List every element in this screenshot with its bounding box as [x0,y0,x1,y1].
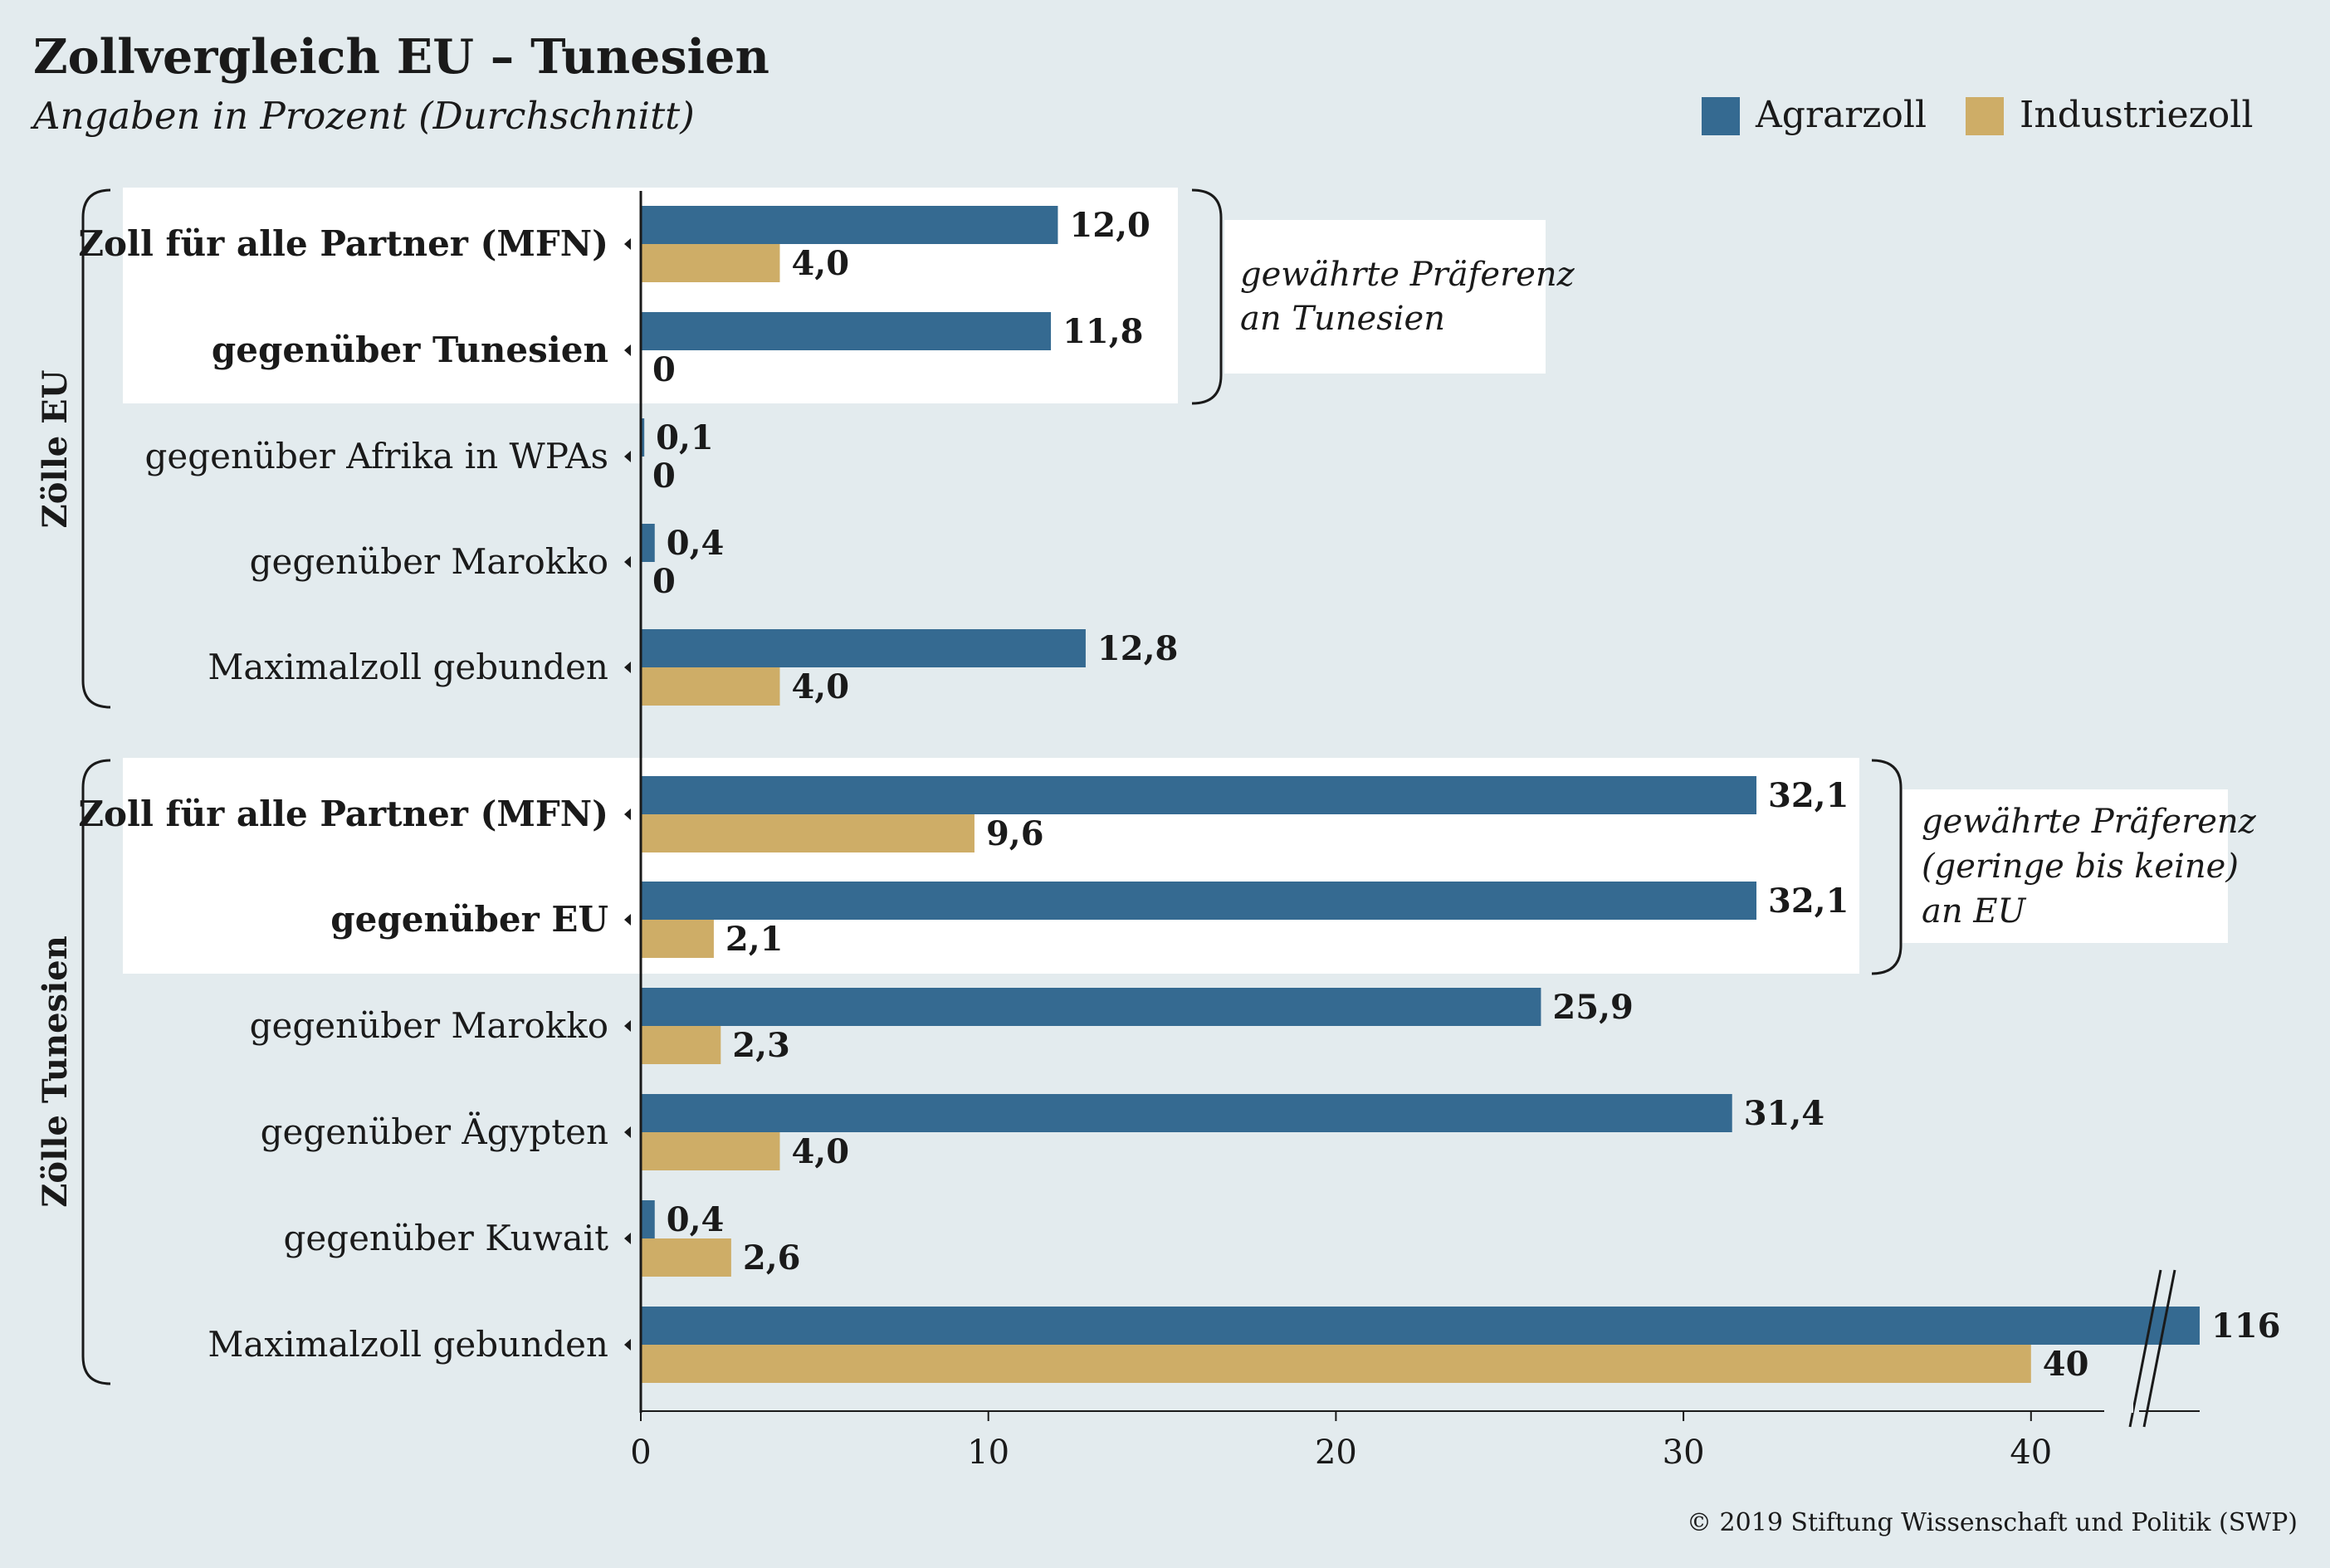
value-label-industrie-g1-r0: 9,6 [986,814,1044,853]
note-box-tunesien [1903,789,2228,943]
legend-swatch-industrie [1966,97,2004,135]
bar-industrie-g1-r3 [641,1132,780,1170]
category-pointer-g0-r1 [624,344,631,356]
category-label-g0-r4: Maximalzoll gebunden [208,647,608,687]
pref-brace-tunesien [1871,759,1903,975]
category-label-g0-r0: Zoll für alle Partner (MFN) [78,223,608,264]
bar-industrie-g0-r4 [641,667,780,706]
value-label-agrar-g1-r2: 25,9 [1552,988,1633,1027]
bar-agrar-g0-r2 [641,418,645,457]
pref-note-eu-line-1: gewährte Präferenz [1240,256,1575,294]
category-label-g1-r4: gegenüber Kuwait [283,1218,608,1258]
category-pointer-g0-r4 [624,662,631,673]
bar-agrar-g0-r3 [641,524,655,562]
value-label-agrar-g0-r2: 0,1 [656,418,714,457]
bar-industrie-g1-r2 [641,1026,721,1064]
bar-industrie-g1-r0 [641,814,974,852]
plot-area: Zoll für alle Partner (MFN) 12,0 4,0 gegenü… [78,191,2281,1472]
pref-note-eu-line-2: an Tunesien [1240,300,1445,338]
x-tick-label-20: 20 [1315,1434,1357,1472]
value-label-agrar-g1-r4: 0,4 [667,1200,725,1239]
value-label-industrie-g1-r1: 2,1 [725,920,784,959]
category-label-g1-r0: Zoll für alle Partner (MFN) [78,794,608,834]
value-label-industrie-g1-r3: 4,0 [791,1132,849,1171]
bar-agrar-g1-r1 [641,882,1757,920]
bar-agrar-g0-r1 [641,312,1052,350]
value-label-agrar-g1-r3: 31,4 [1744,1094,1824,1133]
value-label-industrie-g0-r3: 0 [652,562,676,601]
bar-industrie-g1-r4 [641,1238,731,1277]
category-pointer-g1-r4 [624,1233,631,1244]
value-label-agrar-g0-r4: 12,8 [1097,629,1178,668]
pref-note-eu: gewährte Präferenz an Tunesien [1240,256,1585,338]
category-label-g1-r1: gegenüber EU [330,899,608,940]
category-label-g1-r3: gegenüber Ägypten [261,1111,608,1152]
x-tick-label-30: 30 [1663,1434,1705,1472]
bar-agrar-g0-r0 [641,206,1058,244]
group-brace-eu [81,188,111,709]
value-label-agrar-g0-r0: 12,0 [1069,206,1150,245]
value-label-agrar-g1-r5: 116 [2211,1307,2281,1346]
value-label-industrie-g1-r4: 2,6 [743,1238,801,1277]
category-pointer-g1-r2 [624,1020,631,1032]
note-box-eu [1224,220,1546,374]
value-label-agrar-g1-r0: 32,1 [1768,776,1849,815]
category-label-g0-r1: gegenüber Tunesien [212,330,608,370]
category-pointer-g1-r0 [624,808,631,820]
category-pointer-g1-r5 [624,1339,631,1351]
category-label-g1-r2: gegenüber Marokko [250,1005,608,1046]
category-pointer-g0-r0 [624,238,631,250]
x-tick-label-40: 40 [2010,1434,2052,1472]
value-label-industrie-g0-r1: 0 [652,350,676,389]
category-pointer-g1-r3 [624,1126,631,1138]
value-label-agrar-g1-r1: 32,1 [1768,882,1849,921]
value-label-industrie-g0-r4: 4,0 [791,667,849,706]
category-pointer-g0-r2 [624,451,631,462]
legend-swatch-agrar [1702,97,1740,135]
x-tick-label-0: 0 [630,1434,651,1472]
bar-industrie-g0-r0 [641,244,780,282]
bar-agrar-g1-r0 [641,776,1757,814]
chart-title: Zollvergleich EU – Tunesien [33,29,769,85]
axis-break-mark-2 [2128,1269,2162,1428]
value-label-industrie-g1-r5: 40 [2043,1345,2089,1384]
value-label-agrar-g0-r1: 11,8 [1062,312,1143,351]
bar-agrar-g1-r3 [641,1094,1732,1132]
value-label-industrie-g0-r2: 0 [652,457,676,496]
value-label-industrie-g1-r2: 2,3 [732,1026,790,1065]
copyright-note: © 2019 Stiftung Wissenschaft und Politik… [1687,1508,2298,1537]
bar-industrie-g1-r1 [641,920,714,958]
bar-agrar-g1-r2 [641,988,1541,1026]
bar-agrar-g1-r5 [641,1307,2200,1345]
group-label-tunesien: Zölle Tunesien [36,935,75,1208]
bar-agrar-g0-r4 [641,629,1086,667]
x-tick-label-10: 10 [967,1434,1009,1472]
axis-break-gap [2108,1403,2133,1413]
bar-agrar-g1-r4 [641,1200,655,1238]
category-pointer-g1-r1 [624,914,631,926]
category-label-g0-r2: gegenüber Afrika in WPAs [144,436,608,476]
legend-label-agrar: Agrarzoll [1755,94,1927,136]
axis-break-mark-1 [2142,1269,2176,1428]
pref-note-tunesien: gewährte Präferenz (geringe bis keine) a… [1922,803,2266,931]
group-label-eu: Zölle EU [36,369,75,528]
chart-subtitle: Angaben in Prozent (Durchschnitt) [30,94,695,138]
bar-industrie-g1-r5 [641,1345,2031,1383]
value-label-agrar-g0-r3: 0,4 [667,524,725,563]
category-label-g0-r3: gegenüber Marokko [250,541,608,582]
category-pointer-g0-r3 [624,556,631,568]
group-brace-tunesien [81,759,111,1385]
pref-note-tunesien-line-1: gewährte Präferenz [1922,803,2257,841]
pref-note-tunesien-line-2: (geringe bis keine) [1922,848,2239,886]
pref-brace-eu [1191,188,1223,405]
value-label-industrie-g0-r0: 4,0 [791,244,849,283]
pref-note-tunesien-line-3: an EU [1922,892,2027,931]
category-label-g1-r5: Maximalzoll gebunden [208,1324,608,1365]
legend-label-industrie: Industriezoll [2020,94,2253,136]
